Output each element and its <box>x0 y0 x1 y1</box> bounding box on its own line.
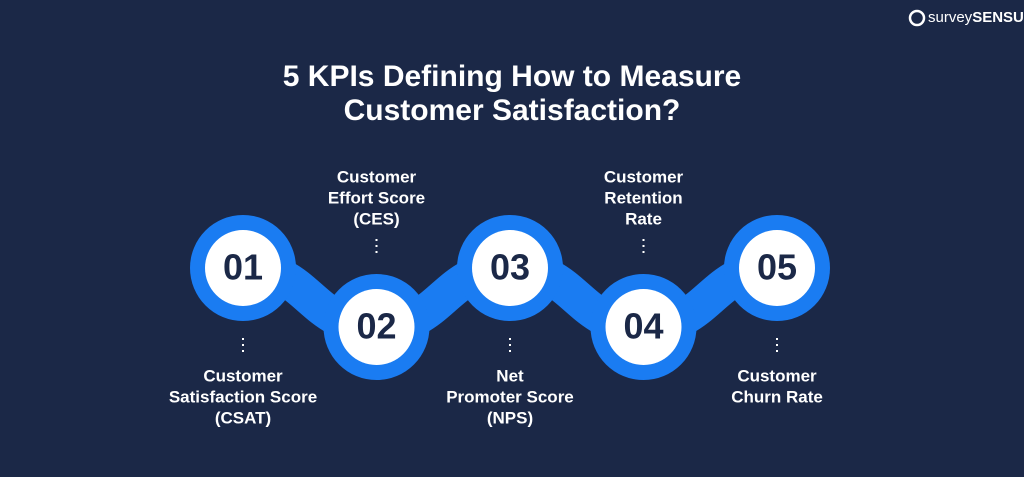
step-number: 05 <box>757 247 797 288</box>
step-disc <box>338 289 415 365</box>
step-label: Customer <box>604 167 684 186</box>
logo-prefix: survey <box>928 9 973 26</box>
step-label: Customer <box>337 167 417 186</box>
step-number: 02 <box>356 306 396 347</box>
steps: 01 Customer Satisfaction Score (CSAT) 02 Cust… <box>169 167 830 427</box>
step-number: 03 <box>490 247 530 288</box>
step-label: Customer <box>737 366 817 385</box>
step-disc <box>205 230 281 306</box>
step-label: Churn Rate <box>731 387 823 406</box>
title-line: Customer Satisfaction? <box>344 94 681 127</box>
step-label: Satisfaction Score <box>169 387 317 406</box>
step-disc <box>605 289 682 365</box>
step-label: Retention <box>604 188 682 207</box>
step-disc <box>739 230 815 306</box>
logo-text: surveySENSUM <box>928 9 1024 26</box>
step-number: 01 <box>223 247 263 288</box>
logo-icon <box>908 9 926 27</box>
step-label: Promoter Score <box>446 387 574 406</box>
title-line: 5 KPIs Defining How to Measure <box>283 60 741 93</box>
logo: surveySENSUM <box>908 9 1024 27</box>
step-label: Rate <box>625 209 662 228</box>
step-number: 04 <box>623 306 663 347</box>
logo-suffix: SENSUM <box>972 9 1024 26</box>
step-label: Effort Score <box>328 188 425 207</box>
step-label: (CSAT) <box>215 408 271 427</box>
step-label: (CES) <box>353 209 399 228</box>
step-disc <box>472 230 548 306</box>
step-label: Customer <box>203 366 283 385</box>
step-label: Net <box>496 366 524 385</box>
step-label: (NPS) <box>487 408 533 427</box>
